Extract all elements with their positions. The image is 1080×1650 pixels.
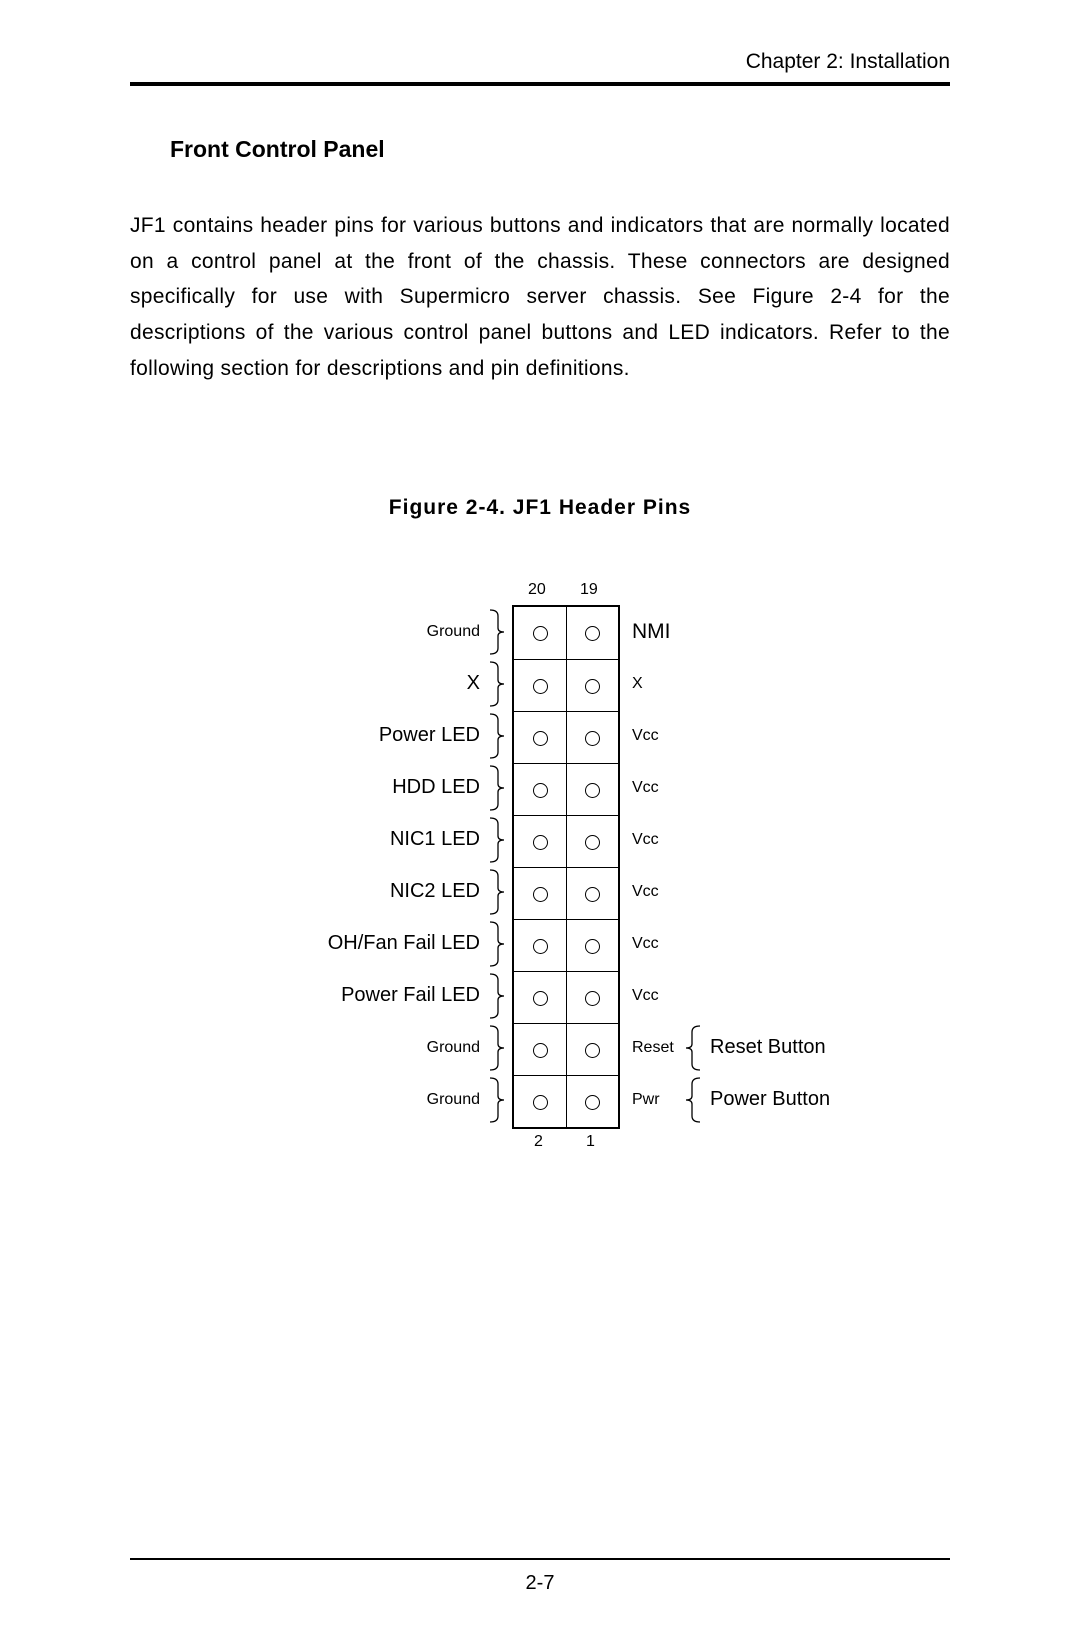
pin-number-20: 20	[528, 581, 546, 599]
pin-cell	[514, 607, 566, 659]
pin-circle-icon	[533, 626, 548, 641]
pin-circle-icon	[585, 887, 600, 902]
far-right-pin-label: Reset Button	[710, 1036, 826, 1059]
pin-cell	[566, 972, 618, 1024]
right-pin-label: Vcc	[632, 779, 659, 797]
pin-circle-icon	[533, 991, 548, 1006]
pin-diagram: 20 19 2 1 Ground NMI X X Power LED Vcc HDD LED…	[130, 575, 950, 1195]
left-pin-label: Ground	[427, 1091, 480, 1109]
pin-circle-icon	[585, 939, 600, 954]
section-title: Front Control Panel	[170, 136, 950, 163]
pin-circle-icon	[533, 1043, 548, 1058]
pin-cell	[566, 1024, 618, 1076]
pin-cell	[514, 972, 566, 1024]
right-pin-label: Vcc	[632, 727, 659, 745]
pin-cell	[514, 816, 566, 868]
pin-cell	[514, 764, 566, 816]
page-number: 2-7	[0, 1572, 1080, 1595]
pin-circle-icon	[533, 939, 548, 954]
pin-circle-icon	[585, 626, 600, 641]
chapter-text: Chapter 2: Installation	[746, 50, 950, 73]
pin-cell	[514, 920, 566, 972]
pin-cell	[566, 920, 618, 972]
pin-cell	[566, 607, 618, 659]
right-pin-label: Vcc	[632, 831, 659, 849]
pin-cell	[566, 712, 618, 764]
pin-circle-icon	[533, 783, 548, 798]
pin-cell	[566, 660, 618, 712]
right-pin-label: Vcc	[632, 987, 659, 1005]
pin-row	[514, 607, 618, 659]
pin-cell	[566, 816, 618, 868]
pin-grid	[512, 605, 620, 1129]
pin-number-19: 19	[580, 581, 598, 599]
left-pin-label: Ground	[427, 623, 480, 641]
pin-cell	[566, 868, 618, 920]
pin-circle-icon	[533, 887, 548, 902]
pin-row	[514, 763, 618, 815]
figure-caption: Figure 2-4. JF1 Header Pins	[130, 496, 950, 520]
left-pin-label: NIC1 LED	[390, 828, 480, 851]
right-pin-label: Vcc	[632, 935, 659, 953]
pin-cell	[514, 1024, 566, 1076]
pin-row	[514, 711, 618, 763]
pin-number-1: 1	[586, 1133, 595, 1151]
pin-row	[514, 971, 618, 1023]
pin-circle-icon	[585, 835, 600, 850]
pin-circle-icon	[585, 1095, 600, 1110]
right-pin-label: X	[632, 675, 643, 693]
right-pin-label: Reset	[632, 1039, 674, 1057]
body-paragraph: JF1 contains header pins for various but…	[130, 208, 950, 386]
pin-row	[514, 659, 618, 711]
pin-number-2: 2	[534, 1133, 543, 1151]
pin-row	[514, 919, 618, 971]
pin-circle-icon	[585, 1043, 600, 1058]
left-pin-label: X	[467, 672, 480, 695]
pin-cell	[566, 764, 618, 816]
pin-circle-icon	[585, 783, 600, 798]
pin-row	[514, 867, 618, 919]
pin-row	[514, 1023, 618, 1075]
far-right-pin-label: Power Button	[710, 1088, 830, 1111]
pin-circle-icon	[585, 679, 600, 694]
right-pin-label: Vcc	[632, 883, 659, 901]
left-pin-label: Power LED	[379, 724, 480, 747]
pin-circle-icon	[533, 679, 548, 694]
pin-circle-icon	[533, 1095, 548, 1110]
left-pin-label: NIC2 LED	[390, 880, 480, 903]
pin-circle-icon	[533, 835, 548, 850]
pin-circle-icon	[585, 731, 600, 746]
left-pin-label: OH/Fan Fail LED	[328, 932, 480, 955]
pin-row	[514, 815, 618, 867]
left-pin-label: Power Fail LED	[341, 984, 480, 1007]
pin-cell	[514, 868, 566, 920]
chapter-header: Chapter 2: Installation	[130, 50, 950, 86]
pin-cell	[514, 660, 566, 712]
pin-cell	[566, 1076, 618, 1128]
left-pin-label: Ground	[427, 1039, 480, 1057]
page: Chapter 2: Installation Front Control Pa…	[0, 0, 1080, 1650]
pin-row	[514, 1075, 618, 1127]
pin-circle-icon	[533, 731, 548, 746]
pin-cell	[514, 1076, 566, 1128]
pin-circle-icon	[585, 991, 600, 1006]
pin-cell	[514, 712, 566, 764]
right-pin-label: NMI	[632, 620, 671, 644]
right-pin-label: Pwr	[632, 1091, 660, 1109]
left-pin-label: HDD LED	[392, 776, 480, 799]
footer-rule	[130, 1558, 950, 1560]
